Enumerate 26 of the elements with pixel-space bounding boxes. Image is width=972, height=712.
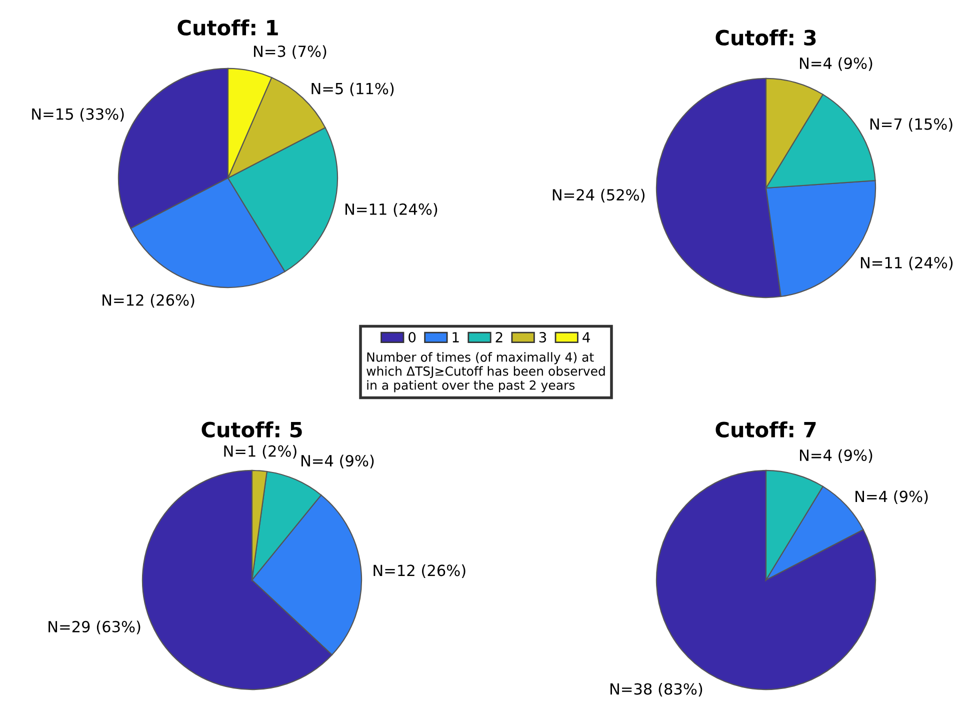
data-label: N=4 (9%): [856, 490, 928, 504]
data-label: N=15 (33%): [32, 108, 124, 122]
data-label: N=7 (15%): [870, 118, 952, 132]
legend-label: 1: [452, 332, 459, 342]
legend-label: 3: [539, 332, 546, 343]
chart-title: Cutoff: 7: [716, 421, 816, 438]
data-label: N=5 (11%): [312, 82, 394, 96]
data-label: N=29 (63%): [48, 620, 140, 634]
legend-label: 0: [408, 332, 416, 343]
data-label: N=38 (83%): [610, 682, 702, 697]
chart-title: Cutoff: 1: [178, 19, 278, 36]
data-label: N=4 (9%): [800, 449, 872, 463]
chart-title: Cutoff: 5: [202, 421, 302, 438]
data-label: N=24 (52%): [552, 188, 644, 202]
data-label: N=1 (2%): [224, 445, 296, 459]
data-label: N=12 (26%): [102, 294, 194, 308]
data-label: N=4 (9%): [800, 57, 872, 71]
legend-label: 2: [496, 332, 502, 342]
legend-label: 4: [582, 332, 590, 342]
data-label: N=11 (24%): [860, 256, 953, 270]
legend-title: Number of times (of maximally 4) at which ΔTSJ≥Cutoff has been observed in a patient over the past 2 years: [366, 352, 605, 392]
chart-title: Cutoff: 3: [716, 29, 816, 46]
data-label: N=4 (9%): [301, 454, 374, 468]
data-label: N=11 (24%): [346, 203, 438, 217]
data-label: N=3 (7%): [254, 45, 326, 59]
data-label: N=12 (26%): [374, 564, 466, 578]
